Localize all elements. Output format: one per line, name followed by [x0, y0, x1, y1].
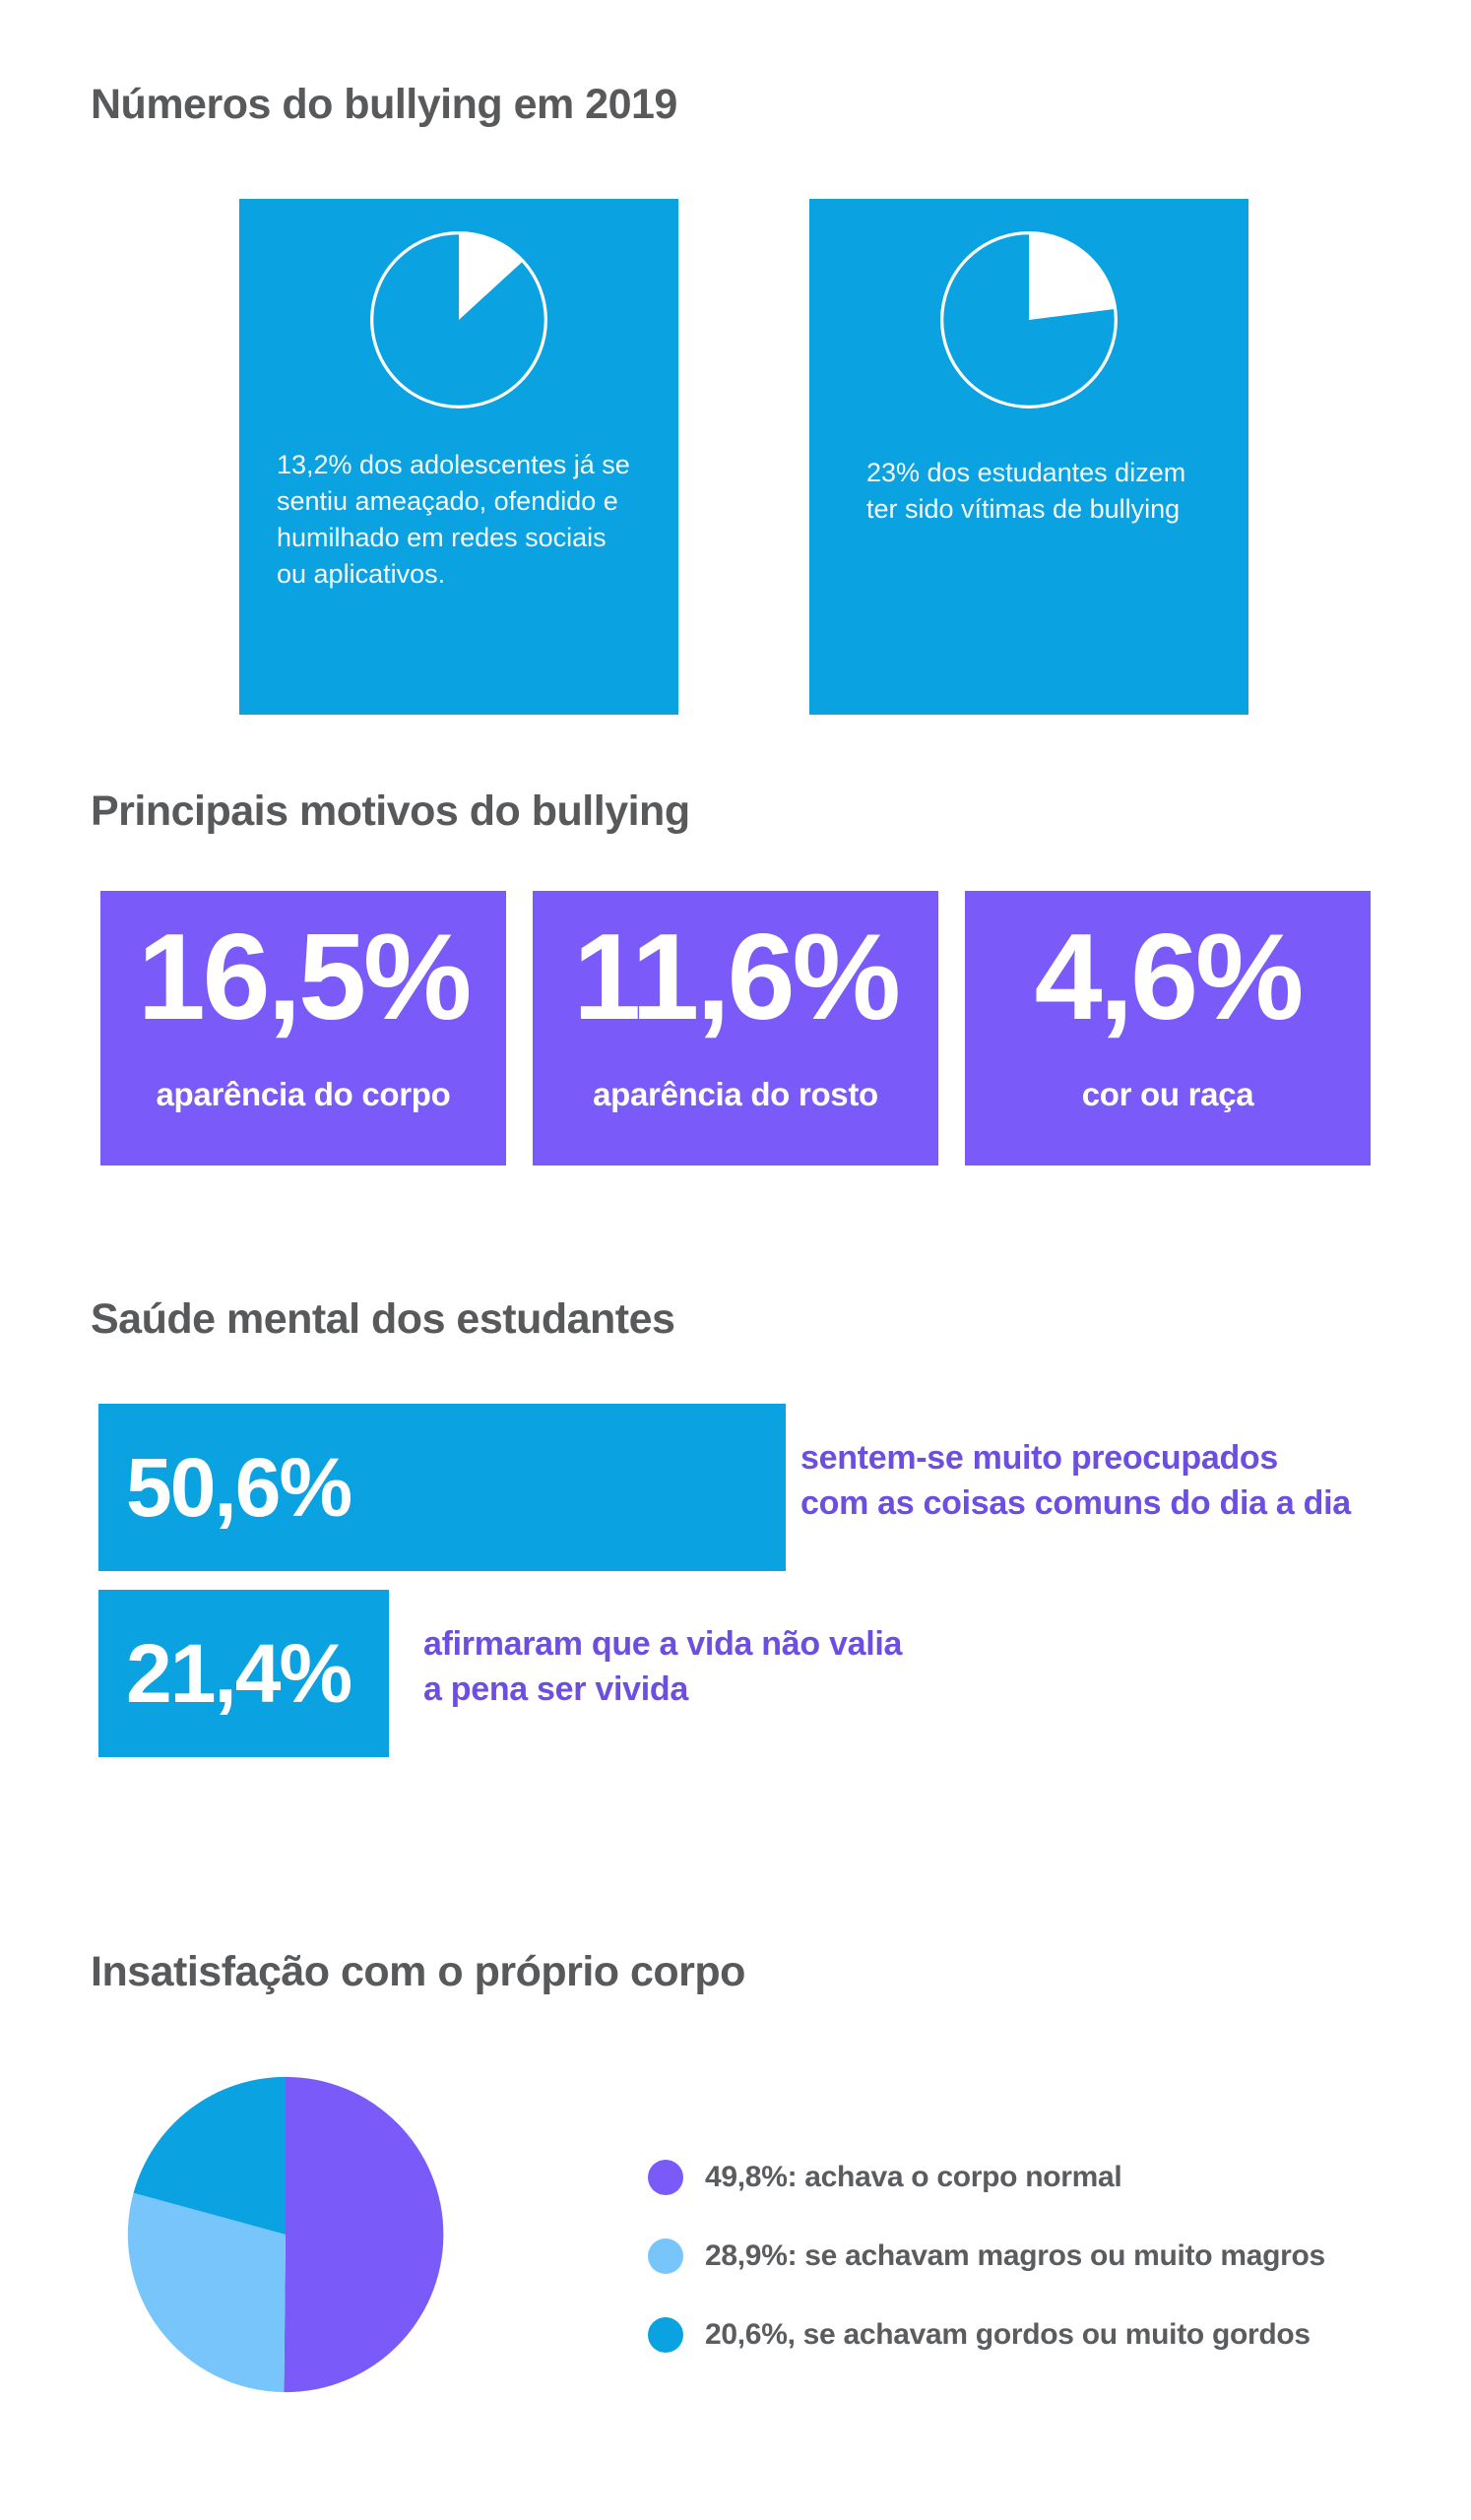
legend-dot	[648, 2160, 683, 2195]
motive-card-body: 16,5% aparência do corpo	[100, 891, 506, 1166]
legend-label: 20,6%, se achavam gordos ou muito gordos	[705, 2318, 1311, 2351]
motive-card-race: 4,6% cor ou raça	[965, 891, 1371, 1166]
bar-value: 21,4%	[126, 1627, 352, 1720]
motive-label: cor ou raça	[1081, 1076, 1254, 1112]
section-title-motives: Principais motivos do bullying	[91, 788, 690, 835]
pie-legend: 49,8%: achava o corpo normal 28,9%: se a…	[648, 2156, 1325, 2392]
stat-card-text: 13,2% dos adolescentes já se sentiu amea…	[277, 450, 630, 589]
section-title-numbers: Números do bullying em 2019	[91, 81, 677, 128]
section-title-body-dissatisfaction: Insatisfação com o próprio corpo	[91, 1948, 745, 1995]
legend-item-thin: 28,9%: se achavam magros ou muito magros	[648, 2235, 1325, 2278]
stat-card-victims: 23% dos estudantes dizem ter sido vítima…	[809, 199, 1248, 715]
bar-description: afirmaram que a vida não valia a pena se…	[423, 1625, 903, 1708]
legend-dot	[648, 2238, 683, 2274]
body-dissatisfaction-pie-chart	[127, 2076, 444, 2393]
pie-chart-icon	[940, 231, 1118, 409]
bar-description: sentem-se muito preocupados com as coisa…	[800, 1439, 1351, 1522]
motive-card-face: 11,6% aparência do rosto	[533, 891, 938, 1166]
legend-item-normal: 49,8%: achava o corpo normal	[648, 2156, 1325, 2199]
motive-value: 11,6%	[573, 910, 901, 1045]
motive-value: 16,5%	[137, 910, 473, 1045]
section-title-mental-health: Saúde mental dos estudantes	[91, 1295, 675, 1343]
motive-label: aparência do corpo	[156, 1076, 451, 1112]
legend-item-fat: 20,6%, se achavam gordos ou muito gordos	[648, 2313, 1325, 2357]
motive-label: aparência do rosto	[593, 1076, 878, 1112]
stat-card-social-media: 13,2% dos adolescentes já se sentiu amea…	[239, 199, 678, 715]
bar-life-not-worth: 21,4%	[98, 1590, 389, 1757]
bar-value: 50,6%	[126, 1441, 352, 1534]
pie-chart-icon	[370, 231, 547, 409]
legend-label: 28,9%: se achavam magros ou muito magros	[705, 2239, 1325, 2272]
stat-card-text: 23% dos estudantes dizem ter sido vítima…	[866, 458, 1186, 524]
motive-value: 4,6%	[1034, 910, 1305, 1045]
bar-worried: 50,6%	[98, 1404, 786, 1571]
legend-label: 49,8%: achava o corpo normal	[705, 2161, 1122, 2193]
legend-dot	[648, 2317, 683, 2353]
